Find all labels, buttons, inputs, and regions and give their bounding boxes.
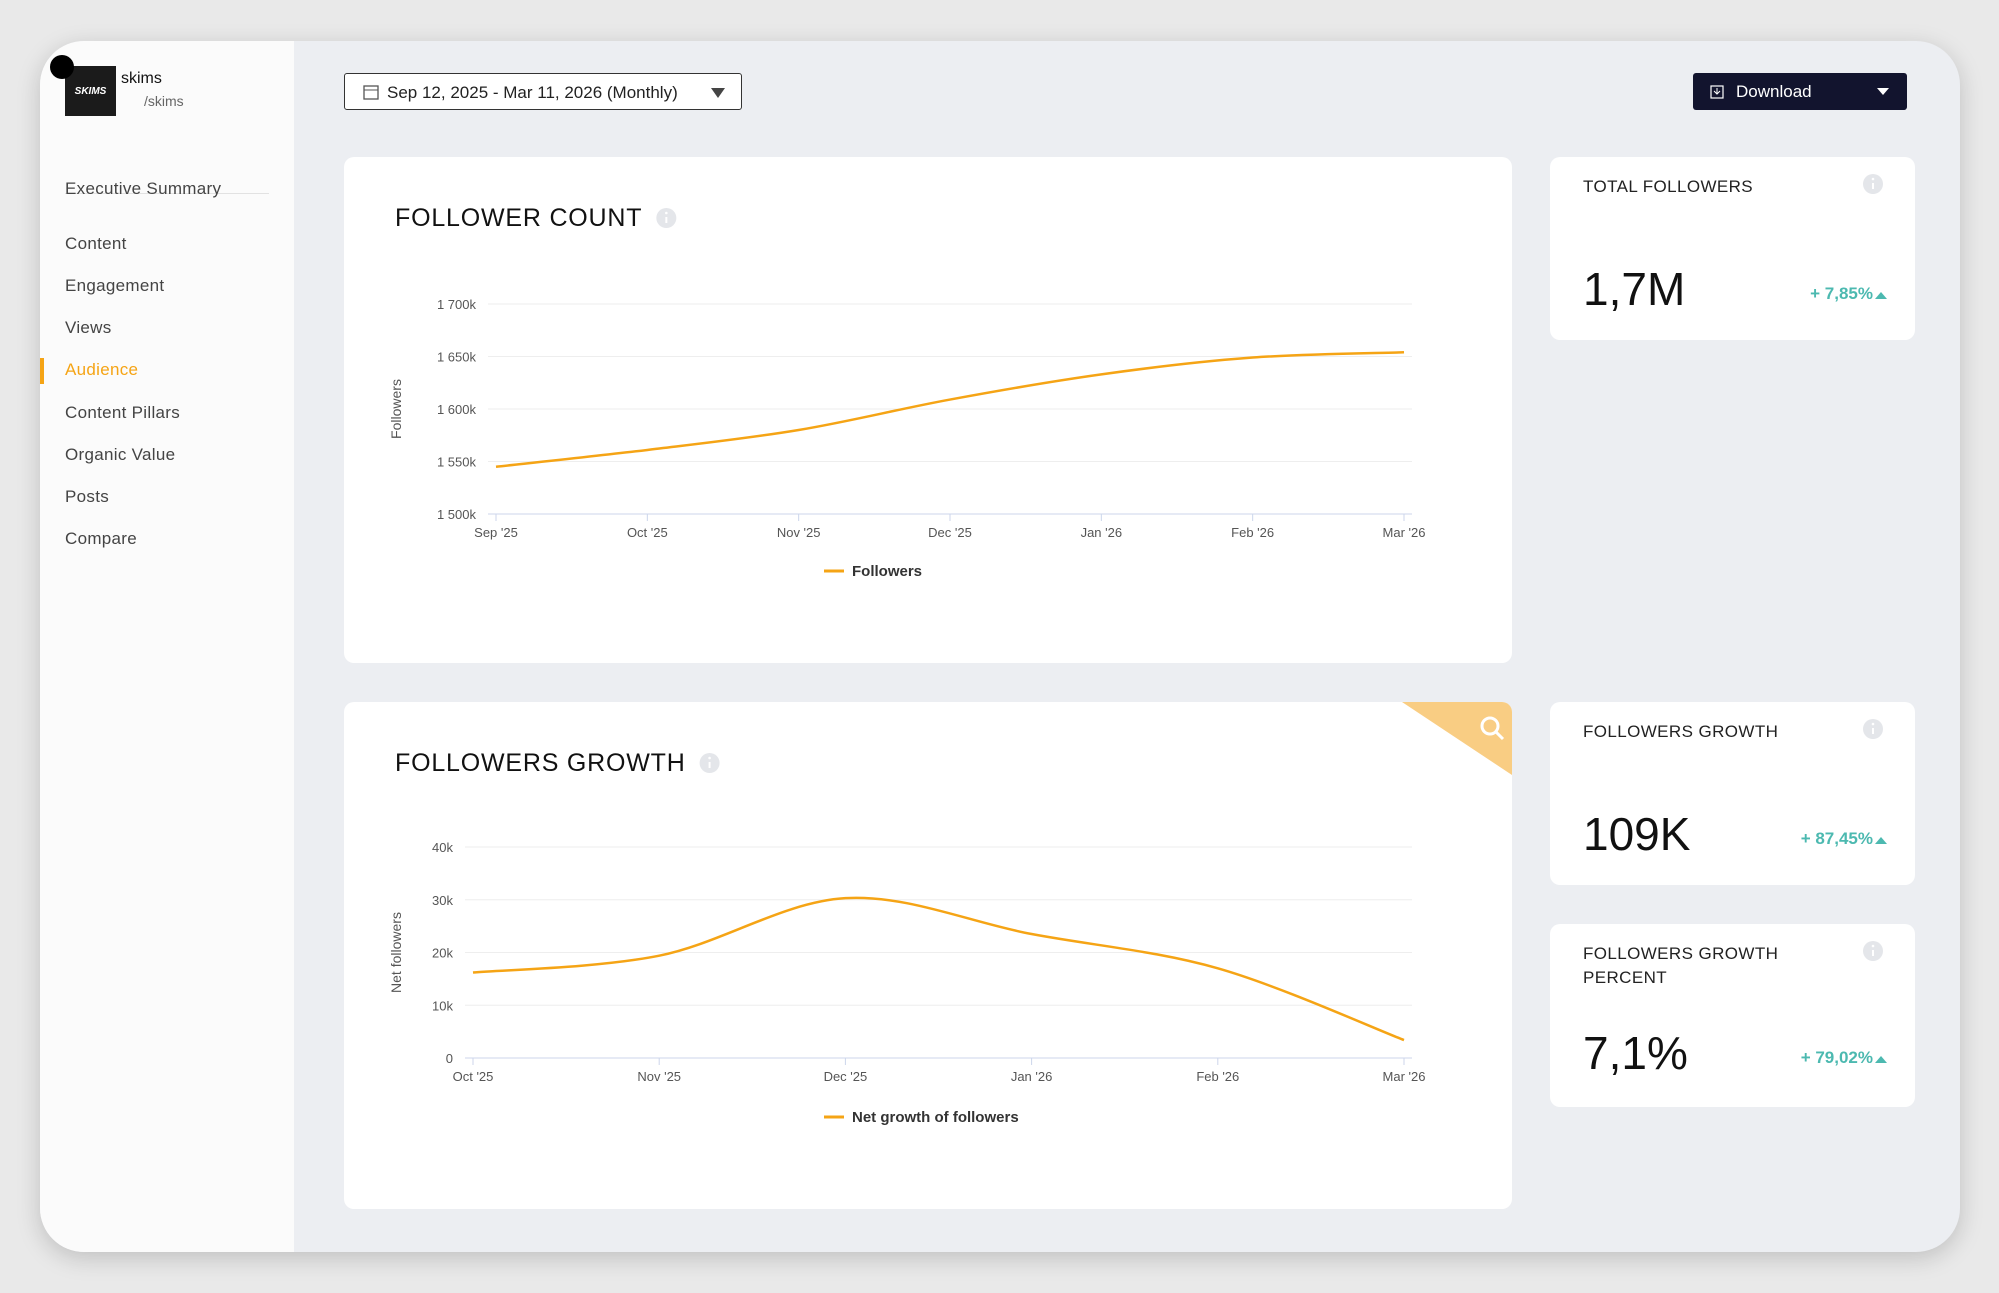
x-tick-label: Mar '26: [1383, 1069, 1426, 1084]
kpi-change: + 87,45%: [1800, 829, 1873, 848]
info-icon: [1863, 719, 1883, 739]
y-tick-label: 0: [446, 1051, 453, 1066]
info-dot: [665, 211, 668, 215]
sidebar: SKIMS skims /skims Executive Summary Cont…: [40, 41, 294, 1252]
chart-title: FOLLOWERS GROWTH: [395, 749, 686, 777]
line-series: [495, 351, 1405, 468]
x-tick-label: Nov '25: [637, 1069, 681, 1084]
kpi-card: FOLLOWERS GROWTH PERCENT 7,1% + 79,02%: [1550, 924, 1915, 1107]
trend-arrow: [1875, 1056, 1887, 1063]
profile-name: skims: [121, 70, 162, 87]
trend-arrow: [1875, 837, 1887, 844]
app-window: SKIMS skims /skims Executive Summary Cont…: [40, 41, 1960, 1252]
info-wrap: [1863, 174, 1883, 194]
kpi-value: 109K: [1583, 808, 1691, 860]
info-dot: [1871, 177, 1875, 181]
y-tick-label: 40k: [432, 840, 453, 855]
legend-label: Followers: [852, 563, 922, 580]
chart: 0 10k 20k 30k 40k Oct '25 Nov '25 Dec '25 Jan '2…: [388, 702, 1512, 1126]
nav-item[interactable]: Views: [65, 318, 112, 337]
info-wrap: [1863, 719, 1883, 739]
chart-card: 1 500k 1 550k 1 600k 1 650k 1 700k Sep '25 Oct…: [344, 157, 1512, 663]
calendar-icon: [363, 85, 379, 100]
x-tick-label: Dec '25: [824, 1069, 868, 1084]
zoom-handle: [1494, 730, 1505, 741]
date-picker[interactable]: Sep 12, 2025 - Mar 11, 2026 (Monthly): [344, 73, 742, 110]
y-tick-label: 10k: [432, 998, 453, 1013]
kpi-title: FOLLOWERS GROWTH PERCENT: [1583, 944, 1779, 987]
x-tick-label: Oct '25: [453, 1069, 494, 1084]
nav-item[interactable]: Organic Value: [65, 445, 176, 464]
line-series: [472, 896, 1405, 1042]
x-tick-label: Nov '25: [777, 525, 821, 540]
kpi-title: TOTAL FOLLOWERS: [1583, 177, 1754, 196]
nav-item[interactable]: Audience: [65, 360, 139, 379]
trend-arrow-shape: [1875, 1056, 1887, 1063]
zoom-lens: [1480, 716, 1500, 736]
logo: SKIMS: [65, 66, 116, 116]
x-tick-label: Mar '26: [1383, 525, 1426, 540]
y-tick-label: 1 600k: [437, 402, 477, 417]
chart: 1 500k 1 550k 1 600k 1 650k 1 700k Sep '25 Oct…: [388, 204, 1426, 580]
nav-item[interactable]: Executive Summary: [65, 179, 222, 198]
nav-item[interactable]: Posts: [65, 487, 110, 506]
trend-arrow-shape: [1875, 837, 1887, 844]
y-tick-label: 1 700k: [437, 297, 477, 312]
download-button[interactable]: Download: [1693, 73, 1907, 110]
kpi-card: TOTAL FOLLOWERS 1,7M + 7,85%: [1550, 157, 1915, 340]
x-tick-label: Feb '26: [1196, 1069, 1239, 1084]
y-tick-label: 1 500k: [437, 507, 477, 522]
x-tick-label: Jan '26: [1081, 525, 1123, 540]
chart-card: 0 10k 20k 30k 40k Oct '25 Nov '25 Dec '25 Jan '2…: [344, 702, 1512, 1209]
info-wrap: [1863, 941, 1883, 961]
download-label: Download: [1736, 82, 1812, 101]
download-caret: [1877, 88, 1889, 95]
nav-item[interactable]: Content Pillars: [65, 403, 181, 422]
info-dot: [1871, 722, 1875, 726]
y-axis-title: Followers: [388, 379, 404, 439]
x-tick-label: Feb '26: [1231, 525, 1274, 540]
info-icon: [699, 753, 720, 773]
x-tick-label: Jan '26: [1011, 1069, 1053, 1084]
nav-item[interactable]: Engagement: [65, 276, 165, 295]
kpi-change: + 7,85%: [1810, 284, 1873, 303]
y-axis-title: Net followers: [388, 912, 404, 993]
trend-arrow: [1875, 292, 1887, 299]
kpi-title: FOLLOWERS GROWTH: [1583, 722, 1779, 741]
legend-label: Net growth of followers: [852, 1109, 1019, 1126]
kpi-value: 1,7M: [1583, 263, 1686, 315]
profile-handle: /skims: [144, 93, 184, 109]
nav-item[interactable]: Compare: [65, 529, 138, 548]
info-icon: [656, 208, 677, 228]
y-tick-label: 1 550k: [437, 455, 477, 470]
kpi-card: FOLLOWERS GROWTH 109K + 87,45%: [1550, 702, 1915, 885]
kpi-value: 7,1%: [1583, 1027, 1688, 1079]
y-tick-label: 30k: [432, 893, 453, 908]
divider: [65, 193, 269, 194]
nav-item[interactable]: Content: [65, 234, 127, 253]
active-indicator: [40, 358, 44, 384]
chart-title: FOLLOWER COUNT: [395, 204, 642, 232]
kpi-change: + 79,02%: [1800, 1048, 1873, 1067]
info-dot: [1871, 944, 1875, 948]
tiktok-badge: [50, 55, 74, 79]
dropdown-arrow: [711, 88, 725, 98]
zoom-corner: [1402, 702, 1512, 775]
y-tick-label: 20k: [432, 946, 453, 961]
x-tick-label: Dec '25: [928, 525, 972, 540]
download-icon: [1710, 85, 1724, 99]
info-icon: [1863, 941, 1883, 961]
x-tick-label: Oct '25: [627, 525, 668, 540]
info-dot: [708, 756, 711, 760]
x-tick-label: Sep '25: [474, 525, 518, 540]
date-range: Sep 12, 2025 - Mar 11, 2026 (Monthly): [387, 83, 678, 102]
info-icon: [1863, 174, 1883, 194]
y-tick-label: 1 650k: [437, 350, 477, 365]
trend-arrow-shape: [1875, 292, 1887, 299]
